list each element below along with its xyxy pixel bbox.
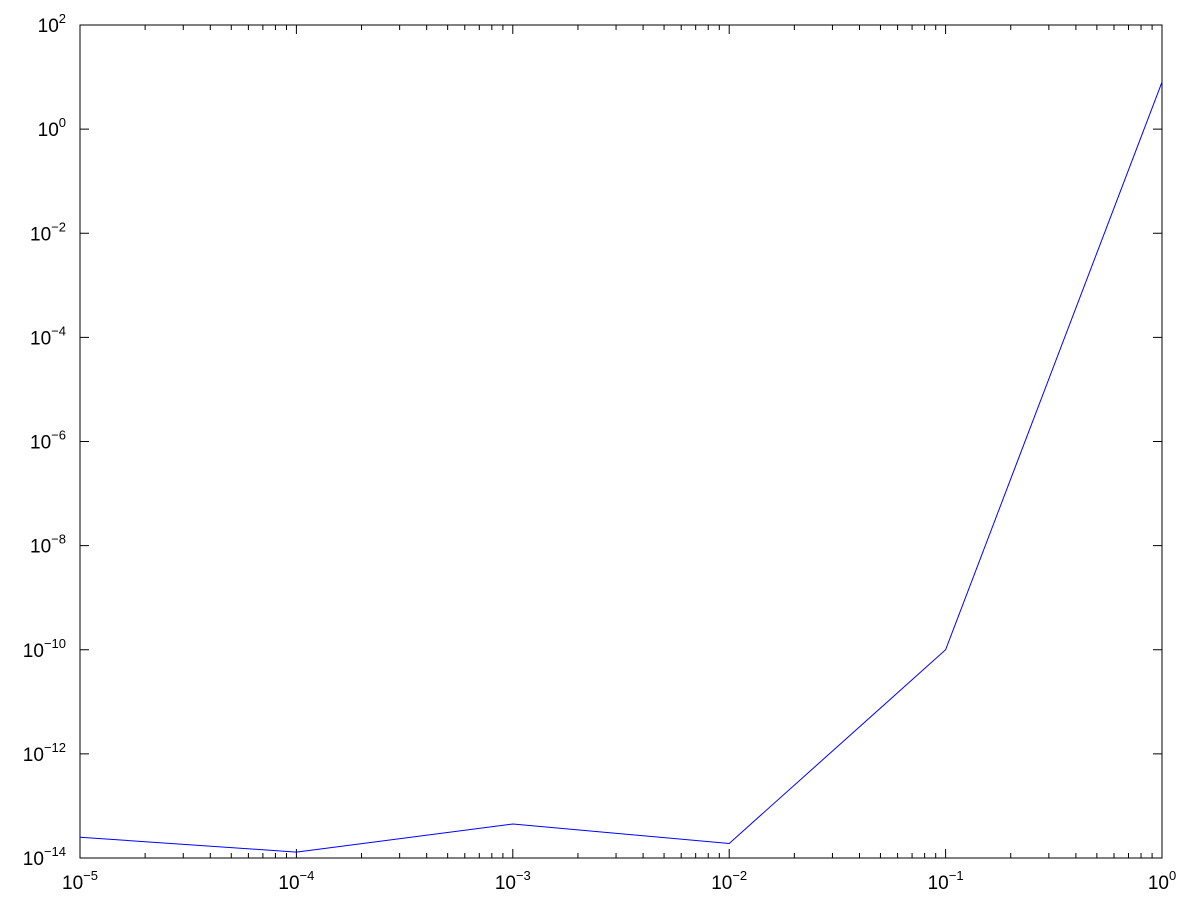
x-tick-label: 10−3 [495,868,531,894]
x-tick-label: 10−4 [278,868,314,894]
plot-frame [79,24,1163,859]
minor-ticks [144,25,1153,858]
y-tick-label: 100 [38,115,66,141]
x-tick-label: 10−5 [62,868,98,894]
y-tick-label: 10−14 [23,844,66,870]
y-tick-label: 10−2 [30,219,66,245]
x-tick-label: 100 [1148,868,1176,894]
y-tick-label: 10−10 [23,636,66,662]
x-tick-label: 10−1 [928,868,964,894]
x-tick-label: 10−2 [711,868,747,894]
y-tick-labels: 10−14 10−12 10−10 10−8 10−6 10−4 10−2 100 102 [23,11,66,870]
y-tick-label: 10−4 [30,323,66,349]
y-tick-label: 10−12 [23,740,66,766]
series-line [79,81,1163,853]
y-tick-label: 10−6 [30,428,66,454]
x-tick-labels: 10−5 10−4 10−3 10−2 10−1 100 [62,868,1176,894]
y-tick-label: 102 [38,11,66,37]
y-tick-label: 10−8 [30,532,66,558]
major-ticks [79,24,1163,859]
series-layer [79,81,1163,853]
